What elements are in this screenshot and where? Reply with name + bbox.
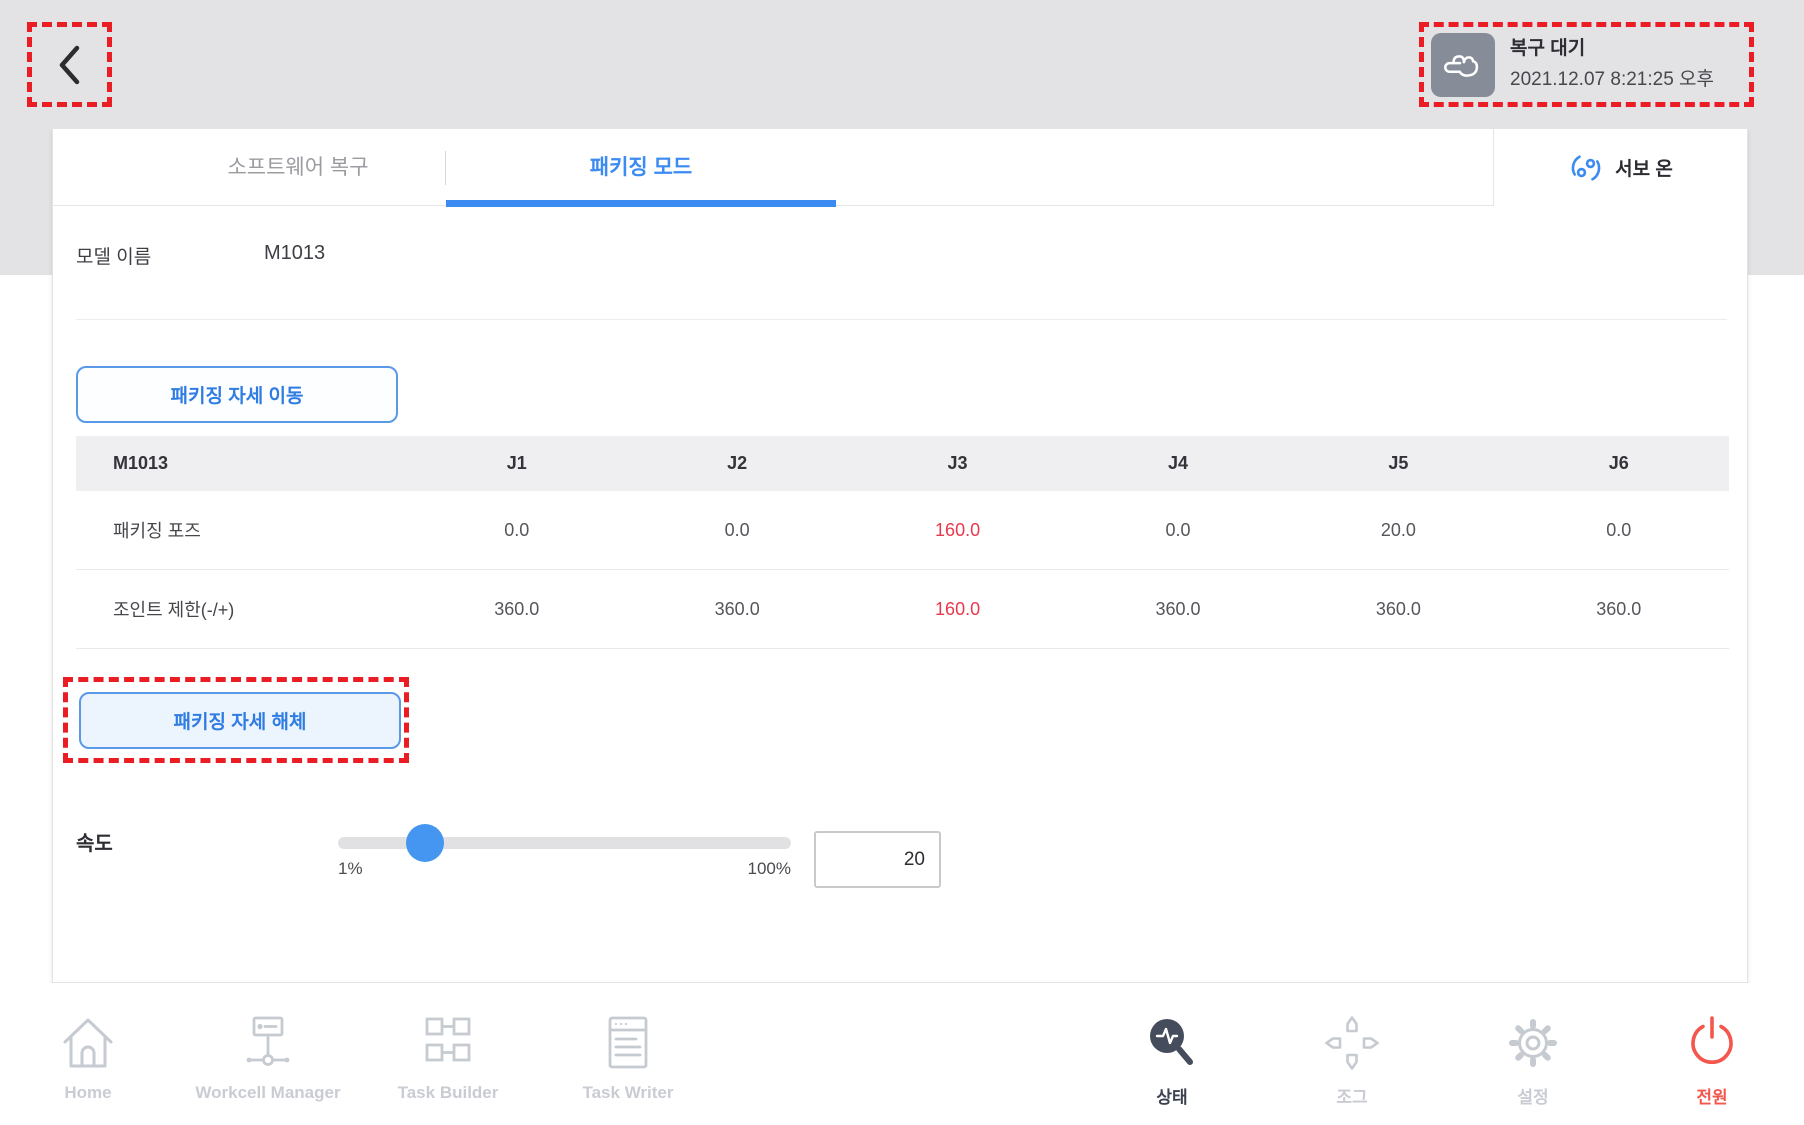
tab-divider	[445, 151, 446, 185]
nav-label: 조그	[1336, 1088, 1368, 1107]
joint-header-j2: J2	[727, 453, 748, 473]
table-row-joint-limit: 조인트 제한(-/+) 360.0 360.0 160.0 360.0 360.…	[76, 570, 1729, 649]
release-packaging-pose-button[interactable]: 패키징 자세 해체	[79, 692, 401, 749]
cell-value: 360.0	[1155, 598, 1201, 619]
status-monitor-icon	[1067, 999, 1277, 1075]
status-title: 복구 대기	[1510, 37, 1586, 59]
joint-header-j6: J6	[1608, 453, 1629, 473]
servo-on-label: 서보 온	[1615, 159, 1673, 180]
nav-label: Home	[64, 1083, 112, 1102]
tab-packaging-mode[interactable]: 패키징 모드	[446, 129, 836, 207]
cell-value-highlighted: 160.0	[935, 519, 981, 540]
task-builder-icon	[343, 999, 553, 1075]
joint-table-header-row: M1013 J1 J2 J3 J4 J5 J6	[76, 436, 1729, 491]
nav-label: Task Builder	[397, 1083, 499, 1102]
annotation-box-status: 복구 대기 2021.12.07 8:21:25 오후	[1419, 22, 1754, 107]
nav-task-builder[interactable]: Task Builder	[343, 999, 553, 1103]
cell-value: 360.0	[494, 598, 540, 619]
divider	[76, 319, 1727, 320]
back-button[interactable]	[32, 27, 107, 102]
row-label: 패키징 포즈	[113, 521, 201, 541]
cell-value: 360.0	[1596, 598, 1642, 619]
active-tab-underline	[446, 200, 836, 207]
jog-dpad-icon	[1247, 999, 1457, 1075]
nav-settings[interactable]: 설정	[1428, 999, 1638, 1108]
cell-value: 0.0	[724, 519, 750, 540]
nav-home[interactable]: Home	[0, 999, 193, 1103]
cell-value: 0.0	[1165, 519, 1191, 540]
model-name-label: 모델 이름	[76, 247, 152, 268]
slider-max-label: 100%	[747, 859, 791, 878]
cell-value: 0.0	[1606, 519, 1632, 540]
slider-min-label: 1%	[338, 859, 363, 878]
tab-packaging-mode-label: 패키징 모드	[589, 156, 693, 179]
joint-table-model-header: M1013	[113, 453, 169, 473]
nav-label: Workcell Manager	[195, 1083, 341, 1102]
nav-jog[interactable]: 조그	[1247, 999, 1457, 1108]
nav-label: 상태	[1156, 1088, 1188, 1107]
move-packaging-pose-button[interactable]: 패키징 자세 이동	[76, 366, 398, 423]
joint-table: M1013 J1 J2 J3 J4 J5 J6 패키징 포즈 0.0 0.0 1…	[76, 436, 1729, 649]
tab-bar: 소프트웨어 복구 패키징 모드 서보 온	[53, 129, 1747, 207]
cell-value: 20.0	[1380, 519, 1416, 540]
home-icon	[0, 999, 193, 1075]
nav-task-writer[interactable]: Task Writer	[523, 999, 733, 1103]
bottom-nav: Home Workcell Manager	[0, 983, 1804, 1125]
model-name-value: M1013	[264, 242, 326, 264]
joint-header-j5: J5	[1388, 453, 1409, 473]
main-panel: 소프트웨어 복구 패키징 모드 서보 온 모델 이름 M1013 패키징 자세 …	[52, 128, 1748, 983]
robot-status-indicator[interactable]: 복구 대기 2021.12.07 8:21:25 오후	[1431, 32, 1714, 97]
task-writer-icon	[523, 999, 733, 1075]
nav-label: Task Writer	[582, 1083, 674, 1102]
nav-label: 설정	[1517, 1088, 1549, 1107]
status-timestamp: 2021.12.07 8:21:25 오후	[1510, 69, 1715, 91]
row-label: 조인트 제한(-/+)	[113, 600, 235, 620]
speed-input[interactable]	[814, 831, 941, 888]
cell-value-highlighted: 160.0	[935, 598, 981, 619]
power-icon	[1607, 999, 1804, 1075]
nav-label: 전원	[1696, 1088, 1728, 1107]
annotation-box-back	[27, 22, 112, 107]
speed-slider-track[interactable]	[338, 837, 791, 849]
speed-label: 속도	[76, 833, 113, 855]
cell-value: 360.0	[714, 598, 760, 619]
servo-icon	[1571, 154, 1601, 181]
nav-workcell-manager[interactable]: Workcell Manager	[163, 999, 373, 1103]
tab-software-recovery[interactable]: 소프트웨어 복구	[227, 156, 369, 179]
joint-header-j3: J3	[947, 453, 968, 473]
cell-value: 360.0	[1375, 598, 1421, 619]
joint-header-j4: J4	[1167, 453, 1188, 473]
joint-header-j1: J1	[506, 453, 527, 473]
nav-status[interactable]: 상태	[1067, 999, 1277, 1108]
hand-icon	[1431, 32, 1495, 97]
servo-on-button[interactable]: 서보 온	[1493, 129, 1747, 206]
status-texts: 복구 대기 2021.12.07 8:21:25 오후	[1510, 38, 1714, 92]
workcell-manager-icon	[163, 999, 373, 1075]
annotation-box-release: 패키징 자세 해체	[63, 677, 409, 763]
speed-slider-thumb[interactable]	[405, 824, 444, 862]
nav-power[interactable]: 전원	[1607, 999, 1804, 1108]
chevron-left-icon	[59, 45, 79, 84]
settings-gear-icon	[1428, 999, 1638, 1075]
cell-value: 0.0	[504, 519, 530, 540]
table-row-packaging-pose: 패키징 포즈 0.0 0.0 160.0 0.0 20.0 0.0	[76, 491, 1729, 570]
